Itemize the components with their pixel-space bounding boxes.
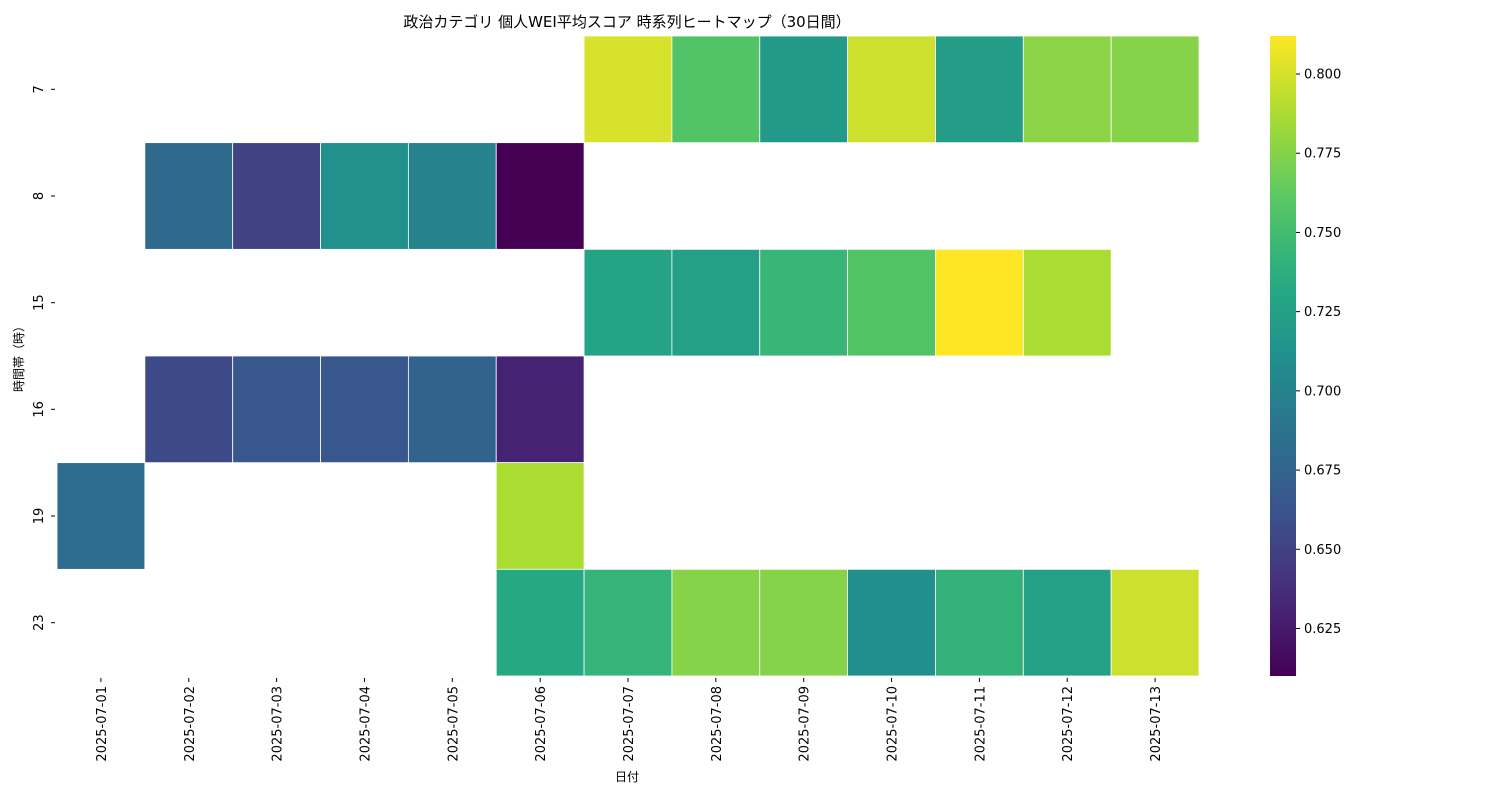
heatmap-cell xyxy=(759,35,849,144)
y-tick-label: 8 xyxy=(32,192,47,200)
x-tick-label: 2025-07-12 xyxy=(1061,686,1076,762)
heatmap-cell xyxy=(495,142,585,250)
heatmap-cell xyxy=(1110,35,1200,144)
chart-title: 政治カテゴリ 個人WEI平均スコア 時系列ヒートマップ（30日間） xyxy=(403,13,850,31)
y-tick-label: 23 xyxy=(32,614,47,631)
x-tick-label: 2025-07-11 xyxy=(973,686,988,762)
heatmap-cell xyxy=(232,355,321,464)
heatmap-cell xyxy=(847,568,936,677)
x-tick-label: 2025-07-05 xyxy=(446,686,461,762)
heatmap-cell xyxy=(583,568,673,677)
colorbar-tick-label: 0.650 xyxy=(1304,543,1341,558)
heatmap-cell xyxy=(407,142,497,250)
heatmap-cell xyxy=(671,248,761,357)
heatmap-cell xyxy=(495,355,585,464)
y-tick-label: 15 xyxy=(32,294,47,311)
heatmap-cell xyxy=(583,35,673,144)
heatmap-cell xyxy=(583,248,673,357)
colorbar-tick-label: 0.675 xyxy=(1304,464,1341,479)
colorbar-ticks: 0.625 0.650 0.675 0.700 0.725 0.750 0.775 0.800 xyxy=(1296,68,1341,637)
x-axis: 2025-07-01 2025-07-02 2025-07-03 2025-07-04… xyxy=(95,678,1164,762)
heatmap-cell xyxy=(1110,568,1200,677)
heatmap-cell xyxy=(1022,248,1112,357)
heatmap-cell xyxy=(144,142,234,250)
heatmap-cell xyxy=(144,355,234,464)
x-tick-label: 2025-07-04 xyxy=(358,686,373,762)
y-axis-label: 時間帯（時） xyxy=(12,320,26,392)
heatmap-cell xyxy=(759,568,849,677)
heatmap-cell xyxy=(320,142,409,250)
heatmap-cell xyxy=(495,568,585,677)
heatmap-cell xyxy=(1022,568,1112,677)
heatmap-cell xyxy=(1022,35,1112,144)
heatmap-cell xyxy=(495,462,585,570)
colorbar xyxy=(1270,36,1296,676)
x-axis-label: 日付 xyxy=(615,770,639,784)
heatmap-cell xyxy=(847,35,936,144)
heatmap-cell xyxy=(671,35,761,144)
x-tick-label: 2025-07-03 xyxy=(271,686,286,762)
x-tick-label: 2025-07-06 xyxy=(534,686,549,762)
x-tick-label: 2025-07-02 xyxy=(183,686,198,762)
heatmap-cell xyxy=(759,248,849,357)
colorbar-tick-label: 0.750 xyxy=(1304,226,1341,241)
heatmap-cell xyxy=(232,142,321,250)
heatmap-cells xyxy=(56,35,1200,677)
colorbar-tick-label: 0.800 xyxy=(1304,68,1341,83)
heatmap-cell xyxy=(847,248,936,357)
x-tick-label: 2025-07-08 xyxy=(710,686,725,762)
x-tick-label: 2025-07-13 xyxy=(1149,686,1164,762)
heatmap-cell xyxy=(56,462,146,570)
y-tick-label: 16 xyxy=(32,401,47,418)
heatmap-cell xyxy=(935,248,1024,357)
colorbar-tick-label: 0.775 xyxy=(1304,147,1341,162)
heatmap-cell xyxy=(407,355,497,464)
heatmap-cell xyxy=(935,35,1024,144)
x-tick-label: 2025-07-07 xyxy=(622,686,637,762)
heatmap-cell xyxy=(935,568,1024,677)
y-axis: 7 8 15 16 19 23 xyxy=(32,85,55,631)
x-tick-label: 2025-07-09 xyxy=(798,686,813,762)
colorbar-tick-label: 0.625 xyxy=(1304,622,1341,637)
heatmap-cell xyxy=(320,355,409,464)
heatmap-cell xyxy=(671,568,761,677)
x-tick-label: 2025-07-01 xyxy=(95,686,110,762)
y-tick-label: 7 xyxy=(32,85,47,93)
x-tick-label: 2025-07-10 xyxy=(886,686,901,762)
colorbar-tick-label: 0.700 xyxy=(1304,384,1341,399)
colorbar-tick-label: 0.725 xyxy=(1304,305,1341,320)
y-tick-label: 19 xyxy=(32,508,47,525)
